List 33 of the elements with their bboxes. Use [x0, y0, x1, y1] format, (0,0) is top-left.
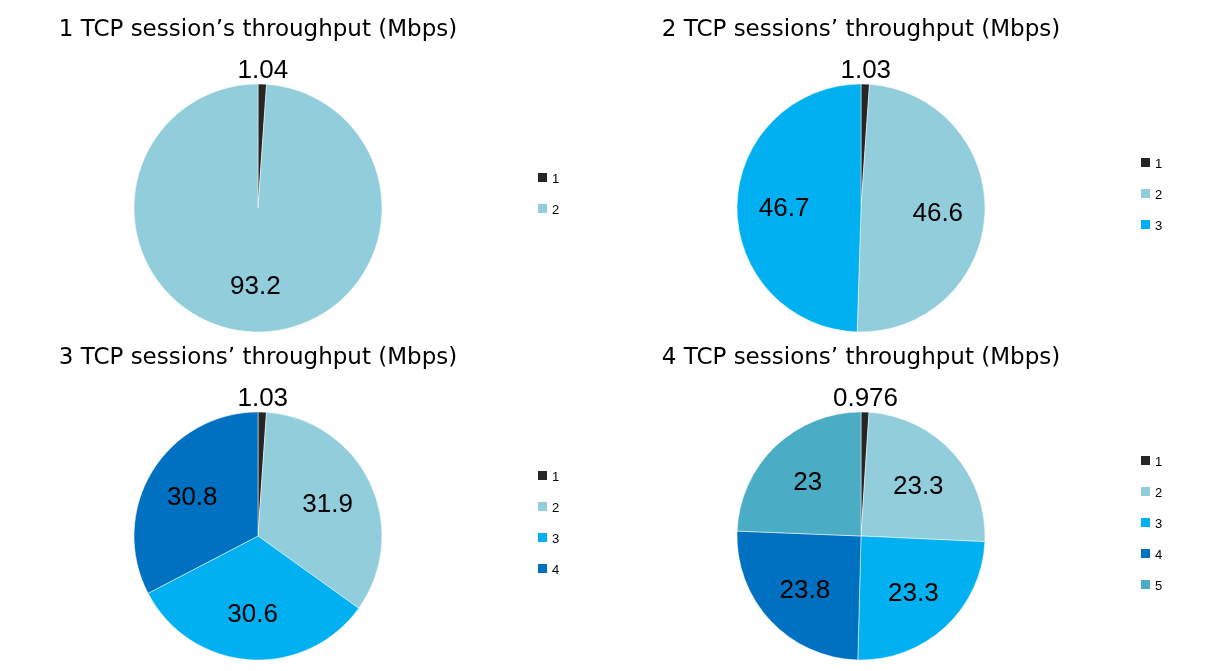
pie-slice: [133, 83, 383, 333]
data-label: 1.03: [237, 382, 289, 413]
legend-label: 2: [1155, 186, 1163, 202]
legend-label: 2: [552, 499, 560, 515]
data-label: 1.04: [237, 54, 289, 85]
data-label: 30.6: [227, 597, 278, 628]
chart-title: 4 TCP sessions’ throughput (Mbps): [661, 343, 1061, 369]
data-label: 23: [793, 465, 823, 496]
legend-label: 2: [1155, 484, 1163, 500]
legend-label: 2: [552, 201, 560, 217]
legend-label: 3: [1155, 515, 1163, 531]
legend-label: 1: [552, 468, 560, 484]
data-label: 46.6: [912, 196, 964, 227]
legend-label: 3: [552, 530, 560, 546]
chart-title: 2 TCP sessions’ throughput (Mbps): [661, 15, 1061, 41]
data-label: 23.8: [779, 573, 831, 604]
data-label: 31.9: [302, 488, 353, 519]
data-label: 23.3: [892, 469, 944, 500]
data-label: 23.3: [888, 577, 939, 608]
data-label: 1.03: [840, 54, 892, 85]
legend-label: 1: [552, 170, 560, 186]
legend-label: 4: [552, 561, 560, 577]
chart-title: 1 TCP session’s throughput (Mbps): [58, 15, 458, 41]
data-label: 46.7: [758, 191, 810, 222]
legend-label: 4: [1155, 546, 1163, 562]
data-label: 0.976: [832, 382, 899, 413]
legend-label: 5: [1155, 577, 1163, 593]
data-label: 93.2: [230, 269, 281, 300]
legend-label: 1: [1155, 453, 1163, 469]
legend-label: 3: [1155, 217, 1163, 233]
chart-title: 3 TCP sessions’ throughput (Mbps): [58, 343, 458, 369]
data-label: 30.8: [166, 481, 218, 512]
legend-label: 1: [1155, 155, 1163, 171]
